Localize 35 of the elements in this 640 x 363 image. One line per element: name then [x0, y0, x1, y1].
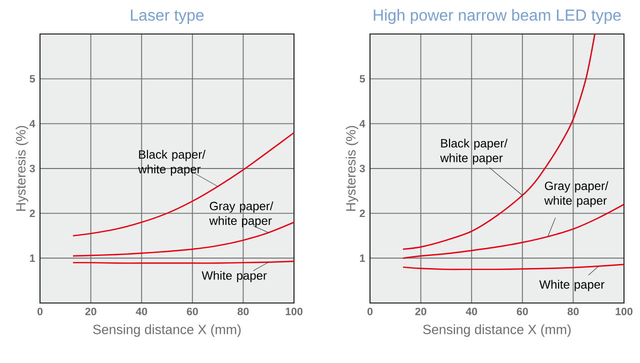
x-tick-label: 40: [136, 308, 148, 316]
x-tick-label: 80: [238, 308, 249, 316]
x-tick-label: 100: [616, 308, 632, 316]
line-series: [72, 132, 294, 236]
x-axis-title: Sensing distance X (mm): [423, 324, 571, 337]
chart-title: High power narrow beam LED type: [374, 9, 621, 24]
y-tick-label: 4: [30, 120, 36, 128]
y-tick-label: 1: [30, 254, 35, 262]
y-tick-label: 2: [30, 210, 35, 218]
series-label: Gray paper/ white paper: [209, 201, 274, 228]
x-tick-label: 60: [516, 308, 528, 316]
text: Black paper/ white paper: [440, 138, 508, 165]
x-tick-label: 20: [415, 308, 426, 316]
y-tick-label: 3: [30, 164, 35, 172]
x-axis-title: Sensing distance X (mm): [93, 324, 241, 337]
x-tick-label: 0: [367, 308, 373, 316]
series-label: Gray paper/ white paper: [544, 181, 608, 208]
chart-title: Laser type: [130, 10, 204, 24]
series-label: Black paper/ white paper: [138, 150, 206, 176]
x-tick-label: 0: [37, 308, 43, 316]
series-label: White paper: [202, 270, 267, 282]
y-tick-label: 5: [360, 75, 365, 83]
y-tick-label: 1: [360, 254, 365, 262]
series-label: White paper: [539, 280, 604, 292]
x-tick-label: 20: [85, 308, 96, 316]
y-axis-title: Hysteresis (%): [346, 126, 358, 211]
y-tick-label: 4: [360, 120, 366, 128]
x-tick-label: 80: [568, 308, 579, 316]
y-tick-label: 3: [360, 164, 365, 172]
x-tick-label: 40: [466, 308, 478, 316]
y-tick-label: 5: [30, 75, 35, 83]
x-tick-label: 60: [186, 308, 198, 316]
x-tick-label: 100: [286, 308, 302, 316]
y-axis-title: Hysteresis (%): [16, 126, 28, 211]
y-tick-label: 2: [360, 210, 365, 218]
